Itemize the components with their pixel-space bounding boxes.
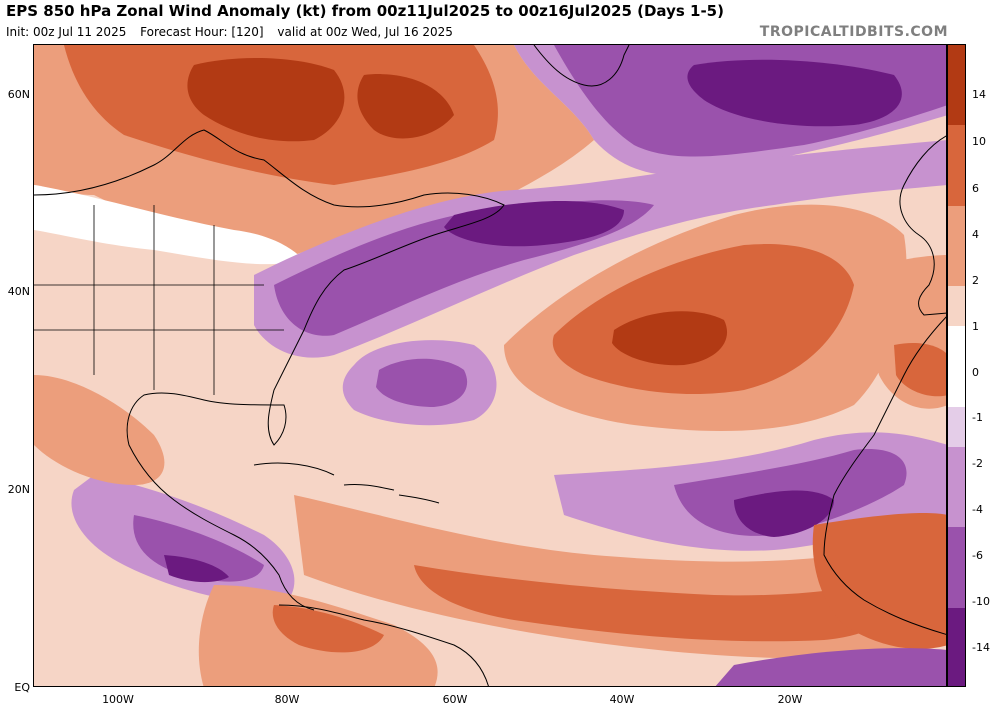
- anomaly-region: [715, 648, 946, 686]
- colorbar-segment: [948, 165, 965, 207]
- colorbar-segment: [948, 245, 965, 288]
- anomaly-region: [133, 515, 264, 582]
- lon-label: 40W: [609, 693, 635, 706]
- anomaly-region: [254, 140, 946, 358]
- valid-time: valid at 00z Wed, Jul 16 2025: [277, 25, 453, 39]
- colorbar-label: -6: [972, 549, 983, 562]
- colorbar-label: 1: [972, 320, 979, 333]
- colorbar-label: -2: [972, 457, 983, 470]
- colorbar-segment: [948, 647, 965, 686]
- colorbar-label: 6: [972, 182, 979, 195]
- colorbar-segment: [948, 446, 965, 489]
- anomaly-field: [34, 45, 946, 686]
- lat-label: 40N: [7, 285, 30, 298]
- anomaly-region: [734, 490, 834, 537]
- africa-coast: [823, 316, 946, 635]
- coastlines: [34, 45, 946, 686]
- colorbar-segment: [948, 85, 965, 127]
- anomaly-region: [376, 358, 468, 407]
- greenland-coast: [533, 45, 630, 87]
- lat-label: 20N: [7, 483, 30, 496]
- map-subtitle: Init: 00z Jul 11 2025 Forecast Hour: [12…: [6, 25, 463, 39]
- anomaly-region: [187, 58, 345, 142]
- lon-label: 20W: [777, 693, 803, 706]
- colorbar-label: 0: [972, 366, 979, 379]
- forecast-hour: Forecast Hour: [120]: [140, 25, 264, 39]
- europe-coast: [899, 135, 946, 316]
- anomaly-region: [34, 375, 165, 485]
- colorbar-label: 10: [972, 135, 986, 148]
- colorbar-segment: [948, 487, 965, 529]
- init-time: Init: 00z Jul 11 2025: [6, 25, 127, 39]
- anomaly-region: [357, 74, 454, 139]
- colorbar-segment: [948, 527, 965, 569]
- anomaly-region: [812, 513, 946, 649]
- colorbar-segment: [948, 406, 965, 448]
- anomaly-region: [612, 311, 728, 366]
- colorbar-segment: [948, 125, 965, 167]
- anomaly-region: [687, 59, 902, 127]
- colorbar-label: -4: [972, 503, 983, 516]
- map-title: EPS 850 hPa Zonal Wind Anomaly (kt) from…: [6, 2, 724, 20]
- lat-label: 60N: [7, 88, 30, 101]
- colorbar-label: 14: [972, 88, 986, 101]
- colorbar-segment: [948, 366, 965, 408]
- caribbean-islands: [253, 462, 440, 504]
- anomaly-region: [444, 200, 624, 247]
- colorbar-label: -1: [972, 411, 983, 424]
- colorbar-segment: [948, 607, 965, 649]
- lon-label: 80W: [274, 693, 300, 706]
- north-america-coast: [34, 129, 505, 611]
- anomaly-region: [34, 185, 304, 265]
- colorbar-segment: [948, 326, 965, 368]
- anomaly-region: [164, 555, 229, 583]
- colorbar-segment: [948, 567, 965, 609]
- colorbar-segment: [948, 286, 965, 328]
- south-america-coast: [278, 604, 489, 686]
- anomaly-region: [272, 605, 384, 653]
- lon-label: 100W: [102, 693, 134, 706]
- colorbar-segment: [948, 45, 965, 87]
- colorbar: [947, 44, 966, 687]
- lat-label: EQ: [14, 681, 30, 694]
- anomaly-region: [894, 343, 946, 397]
- colorbar-label: 4: [972, 228, 979, 241]
- lon-label: 60W: [442, 693, 468, 706]
- source-watermark: TROPICALTIDBITS.COM: [759, 24, 948, 40]
- colorbar-segment: [948, 205, 965, 247]
- wind-anomaly-map: [33, 44, 947, 687]
- anomaly-region: [414, 565, 906, 642]
- colorbar-label: 2: [972, 274, 979, 287]
- colorbar-label: -14: [972, 641, 990, 654]
- colorbar-label: -10: [972, 595, 990, 608]
- us-borders: [34, 205, 284, 395]
